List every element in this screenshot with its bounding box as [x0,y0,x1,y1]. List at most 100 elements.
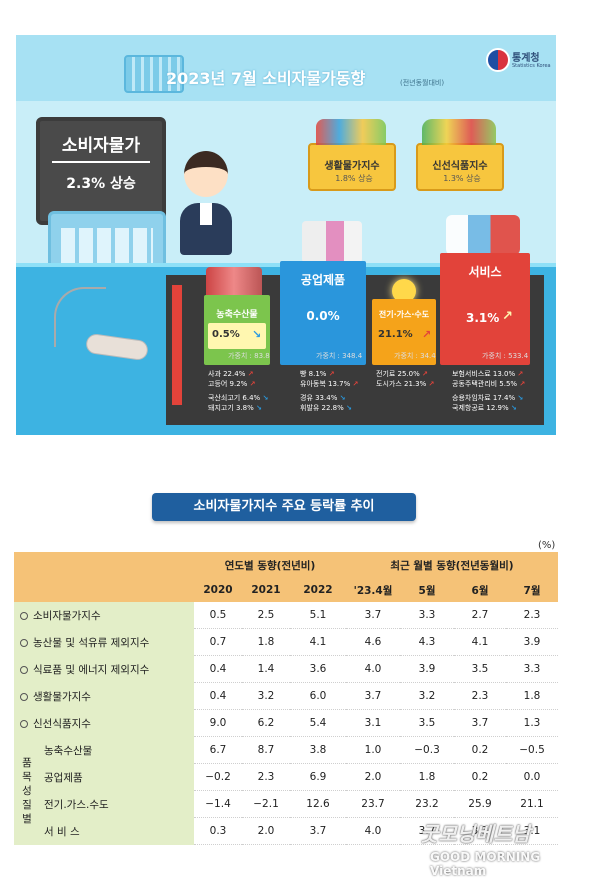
arrow-up-icon: ↗ [422,328,432,341]
watermark-line1: 굿모닝베트남 [420,822,531,846]
table-cell: 3.7 [346,682,400,710]
category-services-down-2: 국제항공료 12.9% [452,404,509,412]
arrow-down-icon: ↘ [252,328,262,341]
basket-icon [124,55,184,93]
agency-name-en: Statistics Korea [512,63,551,69]
group-yearly: 연도별 동향(전년비) [194,552,346,578]
group-monthly: 최근 월별 동향(전년동월비) [346,552,558,578]
table-row: 농산물 및 석유류 제외지수 0.7 1.8 4.1 4.6 4.3 4.1 3.9 [14,628,558,656]
infographic-title-note: (전년동월대비) [400,79,445,87]
table-cell: −0.3 [400,736,454,764]
headline-label: 소비자물가 [61,136,141,156]
table-cell: 2.5 [242,602,290,629]
table-row: 전기.가스.수도 −1.4 −2.1 12.6 23.7 23.2 25.9 21.1 [14,790,558,818]
category-agri-title: 농축수산물 [216,310,258,320]
table-cell: 3.9 [400,655,454,683]
category-agri-value: 0.5% [212,329,240,340]
row-label: 식료품 및 에너지 제외지수 [14,655,194,683]
table-cell: 0.0 [506,763,558,791]
table-title-banner: 소비자물가지수 주요 등락률 추이 [152,493,416,521]
table-cell: −0.2 [194,763,242,791]
watermark-line2: GOOD MORNING Vietnam [430,850,541,878]
table-cell: −2.1 [242,790,290,818]
by-item-char: 별 [22,812,32,825]
table-cell: 3.7 [346,602,400,629]
table-row: 품 목 성 질 별 농축수산물 6.7 8.7 3.8 1.0 −0.3 0.2 −0.5 [14,736,558,845]
bullet-icon [20,719,28,728]
table-cell: 6.9 [290,763,346,791]
category-services-weight: 가중치 : 533.4 [482,352,529,360]
sub-row-label: 공업제품 [40,763,194,791]
category-services-box: 서비스 3.1% ↗ [440,253,530,365]
arrow-up-icon: ↗ [502,309,513,324]
category-services-up-list: 보험서비스료 13.0% ↗ 공동주택관리비 5.5% ↗ 승용차임차료 17.… [452,369,525,413]
table-cell: 3.3 [454,817,506,845]
table-cell: 4.0 [346,817,400,845]
table-cell: 12.6 [290,790,346,818]
table-cell: 1.4 [242,655,290,683]
category-services-down-1: 승용차임차료 17.4% [452,394,516,402]
agency-name: 통계청 [512,53,540,64]
category-utilities-value: 21.1% [378,329,413,340]
table-cell: 3.5 [400,709,454,737]
industrial-goods-icon [302,221,362,263]
category-industrial-up-2: 유아동복 13.7% [300,380,351,388]
table-cell: 0.7 [194,628,242,656]
table-cell: 3.9 [506,628,558,656]
table-cell: 4.6 [346,628,400,656]
table-row: 소비자물가지수 0.5 2.5 5.1 3.7 3.3 2.7 2.3 [14,602,558,629]
table-cell: 3.7 [454,709,506,737]
arrow-up-icon: ↗ [422,370,428,378]
table-cell: 3.8 [290,736,346,764]
table-cell: 2.3 [242,763,290,791]
category-utilities-box: 전기·가스·수도 21.1% ↗ [372,299,436,365]
sub-row-label: 전기.가스.수도 [40,790,194,818]
table-cell: 0.5 [194,602,242,629]
table-cell: 4.1 [290,628,346,656]
row-label-text: 소비자물가지수 [33,609,101,622]
table-cell: 3.2 [400,682,454,710]
shelf-red-bar [172,285,182,405]
category-agri-weight: 가중치 : 83.8 [228,352,270,360]
arrow-up-icon: ↗ [352,380,359,388]
table-cell: 1.0 [346,736,400,764]
table-cell: 6.2 [242,709,290,737]
arrow-down-icon: ↘ [510,404,517,412]
category-industrial-up-1: 빵 8.1% [300,370,327,378]
basket-fresh-goods-icon [422,119,496,145]
table-cell: 21.1 [506,790,558,818]
table-cell: 3.6 [290,655,346,683]
table-cell: 8.7 [242,736,290,764]
cpi-infographic: 2023년 7월 소비자물가동향 (전년동월대비) 통계청 Statistics… [16,35,556,435]
table-cell: 6.0 [290,682,346,710]
col-header: 2022 [290,578,346,602]
table-body: 소비자물가지수 0.5 2.5 5.1 3.7 3.3 2.7 2.3 농산물 및 석유류 제외… [14,602,558,845]
table-cell: 0.3 [194,817,242,845]
agri-goods-icon [206,267,262,299]
watermark: 굿모닝베트남 GOOD MORNING Vietnam [420,816,590,878]
category-industrial-title: 공업제품 [300,273,346,287]
arrow-up-icon: ↗ [428,380,435,388]
category-agri-up-1: 사과 22.4% [208,370,246,378]
cashier-shirt-icon [200,203,212,225]
basket-living-goods-icon [316,119,386,145]
arrow-up-icon: ↗ [519,380,526,388]
basket-fresh-label: 신선식품지수 [432,161,488,172]
headline-divider [52,161,150,163]
col-header: 2021 [242,578,290,602]
row-label: 소비자물가지수 [14,602,194,629]
cashier-head-icon [184,151,228,197]
category-utilities-up-1: 전기료 25.0% [376,370,420,378]
table-unit: (%) [538,540,556,551]
category-agri-up-2: 고등어 9.2% [208,380,248,388]
table-cell: 23.2 [400,790,454,818]
table-row: 신선식품지수 9.0 6.2 5.4 3.1 3.5 3.7 1.3 [14,709,558,737]
table-cell: 5.4 [290,709,346,737]
table-row: 서 비 스 0.3 2.0 3.7 4.0 3.7 3.3 3.1 [14,817,558,845]
row-label: 농산물 및 석유류 제외지수 [14,628,194,656]
basket-fresh-value: 1.3% 상승 [443,174,481,183]
sub-row-label: 서 비 스 [40,817,194,845]
table-cell: 3.2 [242,682,290,710]
table-cell: 1.8 [400,763,454,791]
